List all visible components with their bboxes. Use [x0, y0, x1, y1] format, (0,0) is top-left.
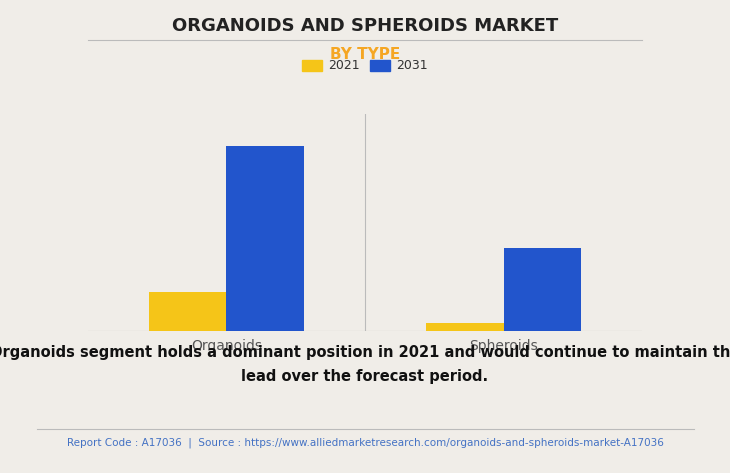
Legend: 2021, 2031: 2021, 2031 — [297, 54, 433, 78]
Text: Report Code : A17036  |  Source : https://www.alliedmarketresearch.com/organoids: Report Code : A17036 | Source : https://… — [66, 438, 664, 448]
Bar — [426, 324, 504, 331]
Text: ORGANOIDS AND SPHEROIDS MARKET: ORGANOIDS AND SPHEROIDS MARKET — [172, 17, 558, 35]
Text: BY TYPE: BY TYPE — [330, 47, 400, 62]
Bar — [149, 292, 226, 331]
Bar — [504, 248, 581, 331]
Text: Organoids segment holds a dominant position in 2021 and would continue to mainta: Organoids segment holds a dominant posit… — [0, 345, 730, 384]
Bar — [226, 146, 304, 331]
